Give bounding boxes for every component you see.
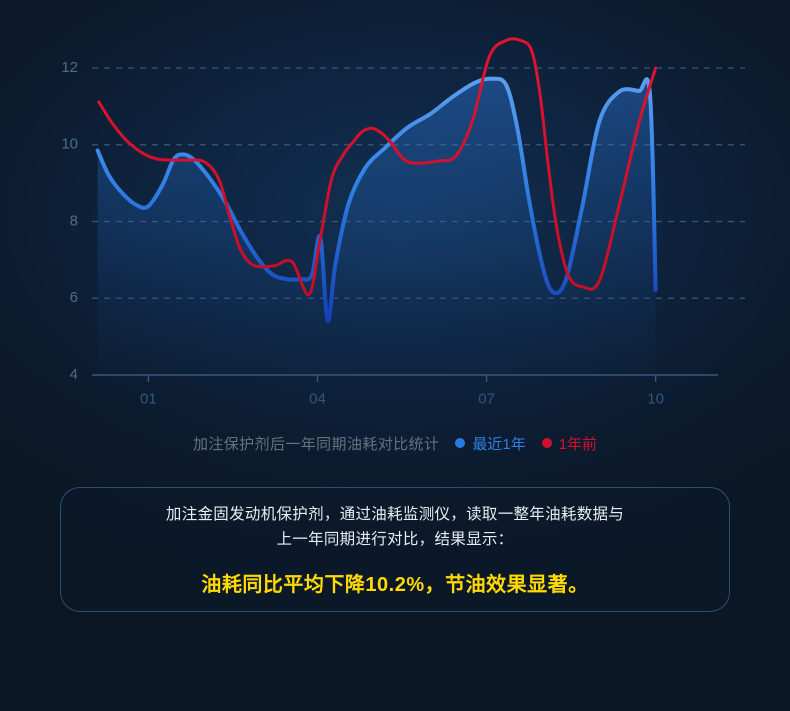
- summary-line-2: 上一年同期进行对比，结果显示：: [276, 531, 514, 548]
- legend-label-recent-year: 最近1年: [472, 435, 526, 453]
- y-axis-labels: 12 10 8 6 4: [61, 59, 78, 383]
- summary-line-1: 加注金固发动机保护剂，通过油耗监测仪，读取一整年油耗数据与: [165, 505, 625, 523]
- series-lines: [95, 37, 658, 323]
- x-axis-labels: 01 04 07 10: [140, 390, 664, 407]
- series-area-fill: [97, 78, 656, 375]
- summary-callout-box: 加注金固发动机保护剂，通过油耗监测仪，读取一整年油耗数据与 上一年同期进行对比，…: [60, 487, 730, 612]
- summary-description: 加注金固发动机保护剂，通过油耗监测仪，读取一整年油耗数据与 上一年同期进行对比，…: [166, 502, 624, 552]
- legend-entry-year-ago[interactable]: 1年前: [541, 433, 598, 454]
- x-axis: [92, 374, 718, 382]
- y-tick-label: 10: [61, 136, 78, 153]
- fuel-consumption-chart: 12 10 8 6 4 01 04 07 10: [61, 37, 745, 407]
- legend-caption: 加注保护剂后一年同期油耗对比统计: [192, 435, 440, 453]
- y-tick-label: 8: [70, 212, 78, 229]
- y-tick-label: 6: [70, 289, 78, 306]
- chart-canvas: 12 10 8 6 4 01 04 07 10: [61, 37, 745, 407]
- chart-legend: 加注保护剂后一年同期油耗对比统计 最近1年 1年前: [0, 430, 790, 456]
- y-tick-label: 4: [70, 366, 78, 383]
- legend-entry-recent-year[interactable]: 最近1年: [455, 433, 526, 454]
- legend-dot-icon-red: [541, 438, 552, 448]
- x-tick-label: 01: [140, 390, 157, 407]
- x-tick-label: 10: [647, 390, 664, 407]
- legend-dot-icon-blue: [455, 438, 466, 448]
- y-tick-label: 12: [61, 59, 78, 76]
- x-tick-label: 07: [478, 390, 495, 407]
- legend-label-year-ago: 1年前: [558, 435, 598, 453]
- x-tick-label: 04: [309, 390, 326, 407]
- summary-highlight-text: 油耗同比平均下降10.2%，节油效果显著。: [201, 574, 589, 597]
